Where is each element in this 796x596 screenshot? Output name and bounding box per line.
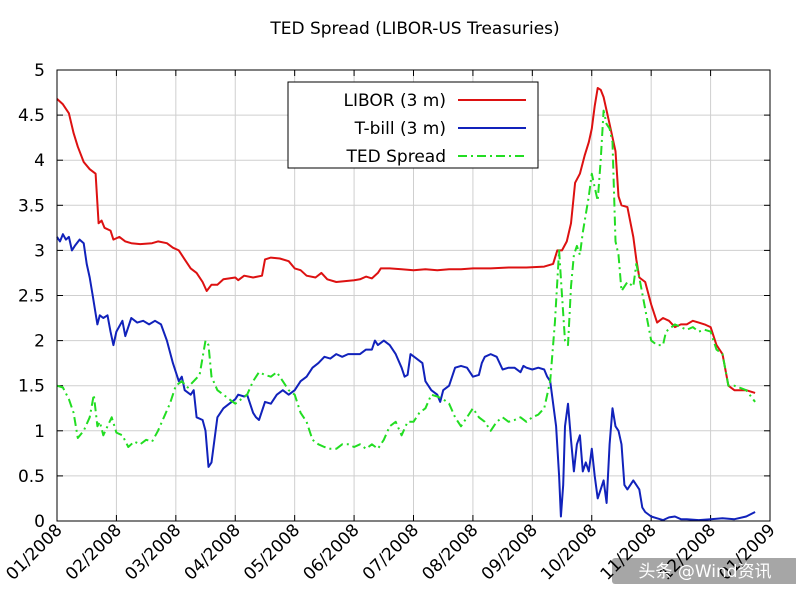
legend-label: TED Spread: [346, 147, 447, 167]
y-tick-label: 0.5: [18, 467, 45, 487]
plot-frame: [56, 69, 771, 522]
x-tick-label: 05/2008: [240, 520, 304, 584]
x-tick-label: 10/2008: [537, 520, 601, 584]
x-tick-label: 06/2008: [300, 520, 364, 584]
x-tick-label: 08/2008: [418, 520, 482, 584]
y-tick-label: 3: [34, 241, 45, 261]
series-line-2: [56, 109, 756, 450]
legend-label: LIBOR (3 m): [344, 91, 447, 111]
y-tick-label: 2.5: [18, 287, 45, 307]
series-line-0: [56, 87, 756, 394]
chart-title: TED Spread (LIBOR-US Treasuries): [269, 19, 559, 39]
x-tick-label: 09/2008: [478, 520, 542, 584]
legend-box: [287, 81, 539, 169]
y-tick-label: 2: [34, 332, 45, 352]
x-tick-label: 04/2008: [181, 520, 245, 584]
y-tick-label: 3.5: [18, 196, 45, 216]
y-tick-label: 1.5: [18, 377, 45, 397]
watermark: 头条 @Wind资讯: [638, 562, 771, 582]
y-tick-label: 4: [34, 151, 45, 171]
x-tick-label: 02/2008: [62, 520, 126, 584]
x-tick-label: 03/2008: [121, 520, 185, 584]
y-tick-label: 0: [34, 512, 45, 532]
y-tick-label: 1: [34, 422, 45, 442]
legend-label: T-bill (3 m): [354, 119, 446, 139]
x-tick-label: 07/2008: [359, 520, 423, 584]
series-line-1: [56, 233, 756, 522]
y-tick-label: 5: [34, 61, 45, 81]
series-layer: [56, 87, 756, 522]
watermark-backdrop: [612, 558, 796, 584]
y-tick-label: 4.5: [18, 106, 45, 126]
legend: LIBOR (3 m) T-bill (3 m) TED Spread: [287, 81, 539, 169]
